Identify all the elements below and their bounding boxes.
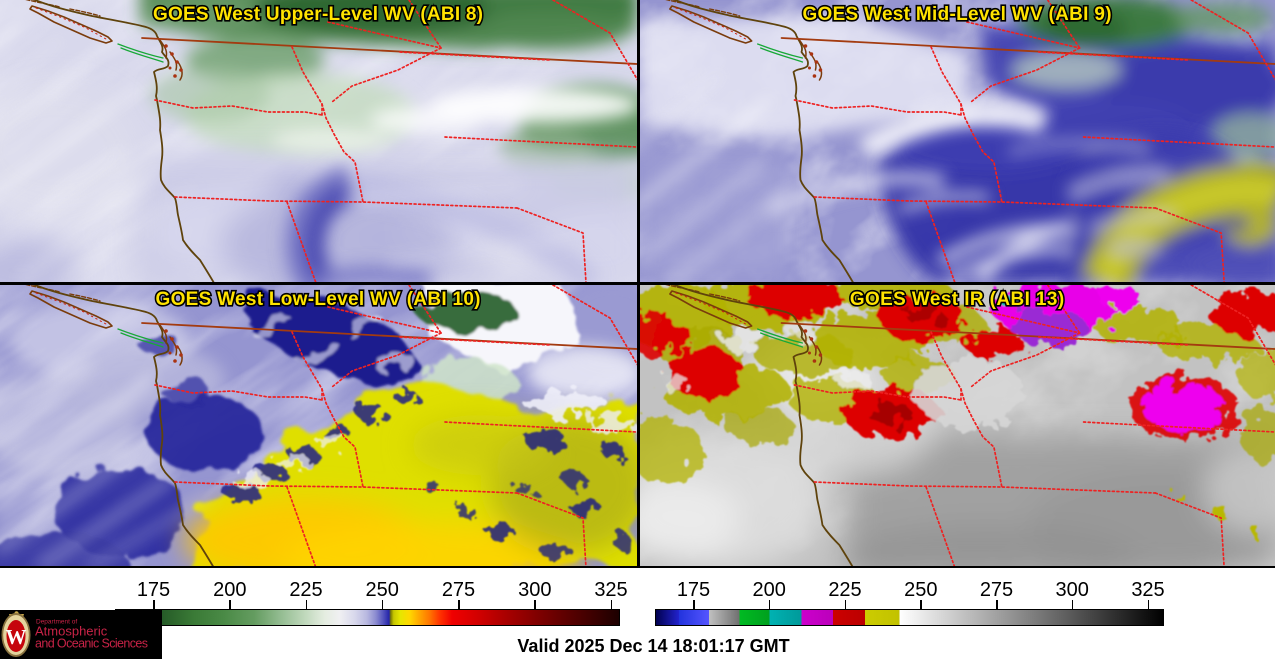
svg-text:W: W <box>6 625 27 649</box>
svg-text:and Oceanic Sciences: and Oceanic Sciences <box>35 637 148 651</box>
svg-text:GOES West Upper-Level WV (ABI: GOES West Upper-Level WV (ABI 8) <box>153 4 483 25</box>
svg-text:GOES West IR (ABI 13): GOES West IR (ABI 13) <box>850 289 1064 310</box>
svg-text:Department of: Department of <box>36 619 77 626</box>
svg-text:Atmospheric: Atmospheric <box>35 624 108 639</box>
svg-text:GOES West Low-Level WV (ABI 10: GOES West Low-Level WV (ABI 10) <box>156 289 481 310</box>
svg-text:GOES West Mid-Level WV (ABI 9): GOES West Mid-Level WV (ABI 9) <box>802 4 1111 25</box>
